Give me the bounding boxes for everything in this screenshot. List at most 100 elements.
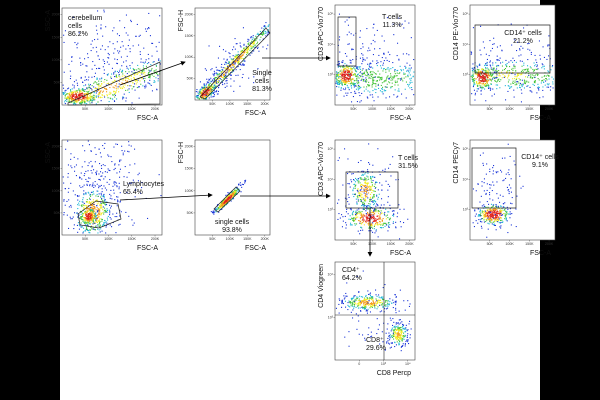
event-dot [392, 23, 394, 25]
event-dot [370, 72, 372, 74]
event-dot [121, 70, 123, 72]
event-dot [480, 73, 482, 75]
event-dot [491, 47, 493, 49]
event-dot [118, 80, 120, 82]
event-dot [338, 82, 340, 84]
event-dot [96, 83, 98, 85]
y-tick-label: 10⁴ [462, 42, 468, 46]
event-dot [86, 97, 88, 99]
event-dot [114, 167, 116, 169]
event-dot [381, 88, 383, 90]
event-dot [363, 58, 365, 60]
event-dot [489, 218, 491, 220]
event-dot [357, 191, 359, 193]
event-dot [493, 221, 495, 223]
event-dot [226, 194, 228, 196]
event-dot [242, 184, 244, 186]
event-dot [383, 53, 385, 55]
event-dot [79, 177, 81, 179]
event-dot [237, 62, 239, 64]
event-dot [471, 67, 473, 69]
event-dot [491, 80, 493, 82]
event-dot [83, 227, 85, 229]
event-dot [355, 213, 357, 215]
event-dot [241, 55, 243, 57]
event-dot [86, 97, 88, 99]
event-dot [524, 81, 526, 83]
event-dot [113, 146, 115, 148]
event-dot [344, 80, 346, 82]
event-dot [336, 74, 338, 76]
event-dot [361, 219, 363, 221]
event-dot [365, 195, 367, 197]
event-dot [87, 181, 89, 183]
event-dot [144, 77, 146, 79]
event-dot [248, 42, 250, 44]
event-dot [99, 91, 101, 93]
event-dot [151, 74, 153, 76]
event-dot [226, 71, 228, 73]
event-dot [491, 75, 493, 77]
event-dot [355, 184, 357, 186]
event-dot [350, 68, 352, 70]
event-dot [100, 24, 102, 26]
event-dot [84, 101, 86, 103]
event-dot [395, 227, 397, 229]
event-dot [241, 77, 243, 79]
event-dot [94, 215, 96, 217]
event-dot [344, 70, 346, 72]
event-dot [366, 207, 368, 209]
event-dot [492, 88, 494, 90]
event-dot [204, 86, 206, 88]
event-dot [116, 59, 118, 61]
y-tick-label: 200K [52, 145, 61, 149]
event-dot [372, 201, 374, 203]
event-dot [354, 223, 356, 225]
event-dot [113, 72, 115, 74]
event-dot [132, 45, 134, 47]
event-dot [126, 192, 128, 194]
event-dot [100, 80, 102, 82]
event-dot [534, 76, 536, 78]
event-dot [531, 77, 533, 79]
event-dot [121, 41, 123, 43]
event-dot [77, 231, 79, 233]
event-dot [226, 200, 228, 202]
event-dot [102, 91, 104, 93]
event-dot [118, 83, 120, 85]
event-dot [379, 227, 381, 229]
event-dot [375, 219, 377, 221]
event-dot [548, 71, 550, 73]
event-dot [223, 199, 225, 201]
event-dot [497, 59, 499, 61]
event-dot [88, 218, 90, 220]
event-dot [512, 82, 514, 84]
event-dot [101, 225, 103, 227]
event-dot [62, 176, 64, 178]
event-dot [78, 89, 80, 91]
event-dot [68, 97, 70, 99]
event-dot [376, 181, 378, 183]
event-dot [234, 190, 236, 192]
event-dot [148, 75, 150, 77]
y-tick-label: 200K [185, 145, 194, 149]
event-dot [86, 221, 88, 223]
event-dot [382, 224, 384, 226]
event-dot [97, 195, 99, 197]
event-dot [98, 216, 100, 218]
event-dot [259, 39, 261, 41]
event-dot [373, 80, 375, 82]
event-dot [138, 86, 140, 88]
event-dot [472, 86, 474, 88]
event-dot [230, 65, 232, 67]
event-dot [492, 62, 494, 64]
event-dot [213, 90, 215, 92]
event-dot [527, 48, 529, 50]
event-dot [508, 79, 510, 81]
event-dot [88, 220, 90, 222]
event-dot [359, 86, 361, 88]
event-dot [355, 70, 357, 72]
event-dot [527, 43, 529, 45]
event-dot [342, 81, 344, 83]
